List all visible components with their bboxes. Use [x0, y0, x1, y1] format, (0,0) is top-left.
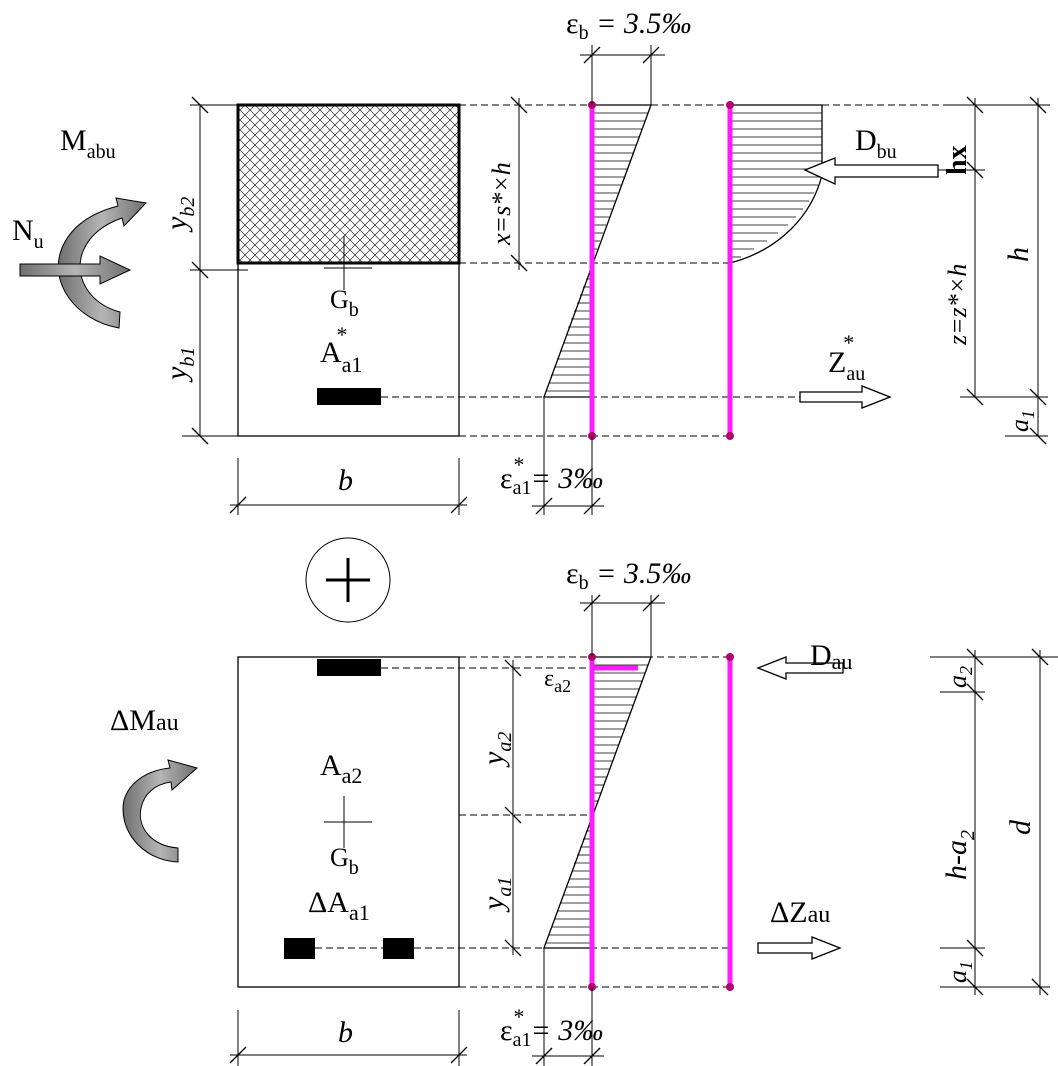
label-hx: hx: [942, 145, 973, 175]
top-section: [19, 45, 1050, 515]
bottom-section: [122, 594, 1058, 1066]
force-arrow-Dbu: [803, 157, 939, 186]
label-h-a2: h-a2: [940, 830, 979, 880]
label-G-b-bottom: Gb: [330, 843, 359, 879]
label-eps-a1-top: εa1* = 3‰: [500, 452, 603, 499]
superposition-plus: [305, 537, 391, 623]
label-D-bu: Dbu: [855, 124, 897, 163]
label-h: h: [1002, 247, 1035, 262]
moment-arrow-Mabu: [57, 197, 148, 329]
label-yb2: yb2: [160, 197, 199, 233]
label-a1-bottom: a1: [943, 961, 976, 983]
moment-arrow-dMau: [122, 759, 199, 863]
label-A-a1-star: Aa1*: [320, 322, 362, 377]
label-eps-a1-bottom: εa1* = 3‰: [500, 1004, 603, 1051]
label-b-bottom: b: [338, 1016, 353, 1049]
section-outline-bottom: [237, 656, 460, 988]
label-z: z=z*×h: [943, 264, 972, 346]
force-arrow-Dau: [756, 656, 844, 680]
strain-hatching-top: [546, 112, 648, 392]
force-arrow-Zau: [799, 385, 892, 409]
rebar-a1-top: [317, 388, 381, 405]
label-b-top: b: [338, 464, 353, 497]
rebar-da1-right: [383, 938, 414, 959]
label-eps-b-top: εb = 3.5‰: [566, 7, 691, 44]
label-yb1: yb1: [160, 347, 199, 383]
label-dA-a1: ΔAa1: [308, 886, 370, 925]
label-x: x=s*×h: [487, 162, 516, 246]
strain-outline-bottom: [543, 656, 652, 949]
label-M-abu: Mabu: [60, 124, 116, 163]
label-D-au: Dau: [810, 639, 852, 674]
strain-hatching-bottom: [546, 664, 648, 944]
strain-outline-top: [543, 104, 652, 398]
label-eps-b-bottom: εb = 3.5‰: [566, 557, 691, 594]
label-ya2: ya2: [477, 732, 516, 768]
force-arrow-dZau: [757, 936, 842, 960]
label-Z-au-star: Zau*: [828, 330, 865, 385]
label-N-u: Nu: [12, 214, 44, 253]
rebar-da1-left: [284, 938, 315, 959]
label-d: d: [1004, 819, 1037, 835]
axial-force-Nu: [19, 255, 132, 285]
compression-zone: [236, 103, 461, 265]
label-a2: a2: [943, 666, 976, 688]
label-dM-au: ΔMau: [110, 704, 179, 737]
label-A-a2: Aa2: [320, 749, 362, 788]
label-dZ-au: ΔZau: [770, 896, 830, 929]
stress-hatching: [730, 112, 822, 258]
rebar-a2: [317, 659, 381, 676]
section-outline: [237, 262, 460, 437]
label-G-b-top: Gb: [330, 285, 359, 321]
label-ya1: ya1: [477, 877, 516, 913]
label-eps-a2: εa2: [544, 666, 571, 696]
label-a1-top: a1: [1005, 410, 1038, 432]
